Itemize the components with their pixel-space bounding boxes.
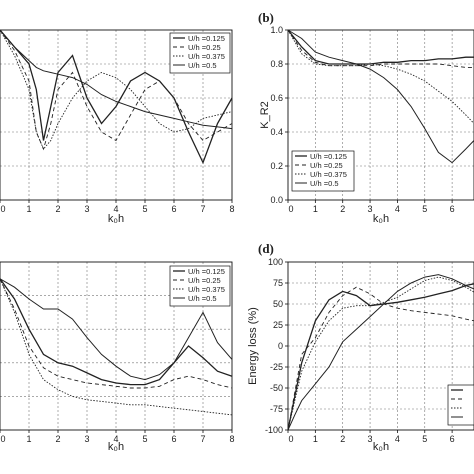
y-tick-label: -75 [270,404,283,414]
legend-label: U/h =0.375 [310,170,347,179]
x-tick-label: 2 [55,204,60,214]
legend-label: U/h =0.5 [188,294,217,303]
y-tick-label: -100 [265,425,283,435]
y-tick-label: 0.0 [270,195,283,205]
x-tick-label: 6 [171,204,176,214]
x-tick-label: 1 [26,204,31,214]
x-tick-label: 5 [422,204,427,214]
panel-label: (d) [258,241,274,256]
y-tick-label: 0.8 [270,59,283,69]
legend-box [291,150,355,192]
legend-label: U/h =0.25 [188,43,221,52]
y-axis-label: Energy loss (%) [247,307,259,385]
legend-label: U/h =0.125 [188,34,225,43]
x-tick-label: 4 [113,434,118,444]
x-tick-label: 6 [450,204,455,214]
y-tick-label: 1.0 [270,25,283,35]
legend-label: U/h =0.375 [188,52,225,61]
x-tick-label: 0 [0,204,5,214]
y-tick-label: 0.6 [270,93,283,103]
series-line-2 [287,286,474,431]
x-tick-label: 5 [142,434,147,444]
series-line-1 [287,29,474,65]
plot-frame [287,29,474,201]
legend-label: U/h =0.5 [310,179,339,188]
series-line-4 [287,274,474,431]
x-tick-label: 0 [0,434,5,444]
x-tick-label: 5 [142,204,147,214]
series-line-2 [0,278,233,389]
y-tick-label: 50 [273,299,283,309]
x-tick-label: 1 [313,434,318,444]
series-line-3 [287,29,474,124]
x-tick-label: 2 [340,204,345,214]
x-axis-label: k₀h [108,213,124,225]
x-axis-label: k₀h [373,441,389,453]
x-tick-label: 8 [229,434,234,444]
y-tick-label: 100 [268,257,283,267]
series-line-1 [0,278,233,386]
x-tick-label: 4 [113,204,118,214]
legend-label: U/h =0.375 [188,285,225,294]
y-axis-label: K_R2 [259,101,271,129]
legend-box [169,32,231,74]
x-tick-label: 3 [84,434,89,444]
x-tick-label: 2 [340,434,345,444]
legend-label: U/h =0.25 [188,276,221,285]
grid [288,262,474,430]
x-tick-label: 7 [200,434,205,444]
panel-label: (b) [258,10,274,25]
x-tick-label: 6 [450,434,455,444]
series-line-4 [0,29,233,130]
x-tick-label: 4 [395,204,400,214]
legend-label: U/h =0.25 [310,161,343,170]
legend [447,384,474,426]
panel-d: 0 1 2 3 4 5 6 -100 -75 -50 -25 0 25 50 75 100 k₀h Energy … [247,241,474,453]
series-line-3 [0,278,233,416]
x-tick-label: 3 [368,434,373,444]
legend-box [169,265,231,307]
y-tick-label: 75 [273,278,283,288]
x-tick-label: 0 [288,434,293,444]
series-line-1 [287,283,474,431]
series-line-2 [287,29,474,68]
legend-label: U/h =0.125 [188,267,225,276]
series-line-3 [0,29,233,150]
y-tick-label: 25 [273,320,283,330]
x-tick-label: 6 [171,434,176,444]
series-line-4 [287,29,474,164]
legend-label: U/h =0.125 [310,152,347,161]
x-tick-label: 1 [313,204,318,214]
x-axis-label: k₀h [108,441,124,453]
y-tick-label: 0.4 [270,127,283,137]
x-tick-label: 7 [200,204,205,214]
legend-label: U/h =0.5 [188,61,217,70]
x-tick-label: 1 [26,434,31,444]
y-tick-label: -25 [270,362,283,372]
x-tick-label: 4 [395,434,400,444]
legend-box [447,384,474,426]
x-tick-label: 0 [288,204,293,214]
x-tick-label: 3 [84,204,89,214]
x-axis-label: k₀h [373,213,389,225]
y-tick-label: -50 [270,383,283,393]
x-tick-label: 8 [229,204,234,214]
series-line-1 [0,29,233,165]
y-tick-label: 0 [278,341,283,351]
x-tick-label: 2 [55,434,60,444]
series-line-2 [0,29,233,151]
y-tick-label: 0.2 [270,161,283,171]
x-tick-label: 3 [368,204,373,214]
series-line-4 [0,278,233,381]
x-tick-label: 5 [422,434,427,444]
series-line-3 [287,276,474,431]
